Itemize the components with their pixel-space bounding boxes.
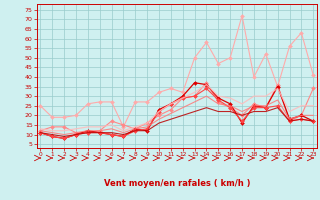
Text: Vent moyen/en rafales ( km/h ): Vent moyen/en rafales ( km/h ) bbox=[104, 180, 250, 188]
